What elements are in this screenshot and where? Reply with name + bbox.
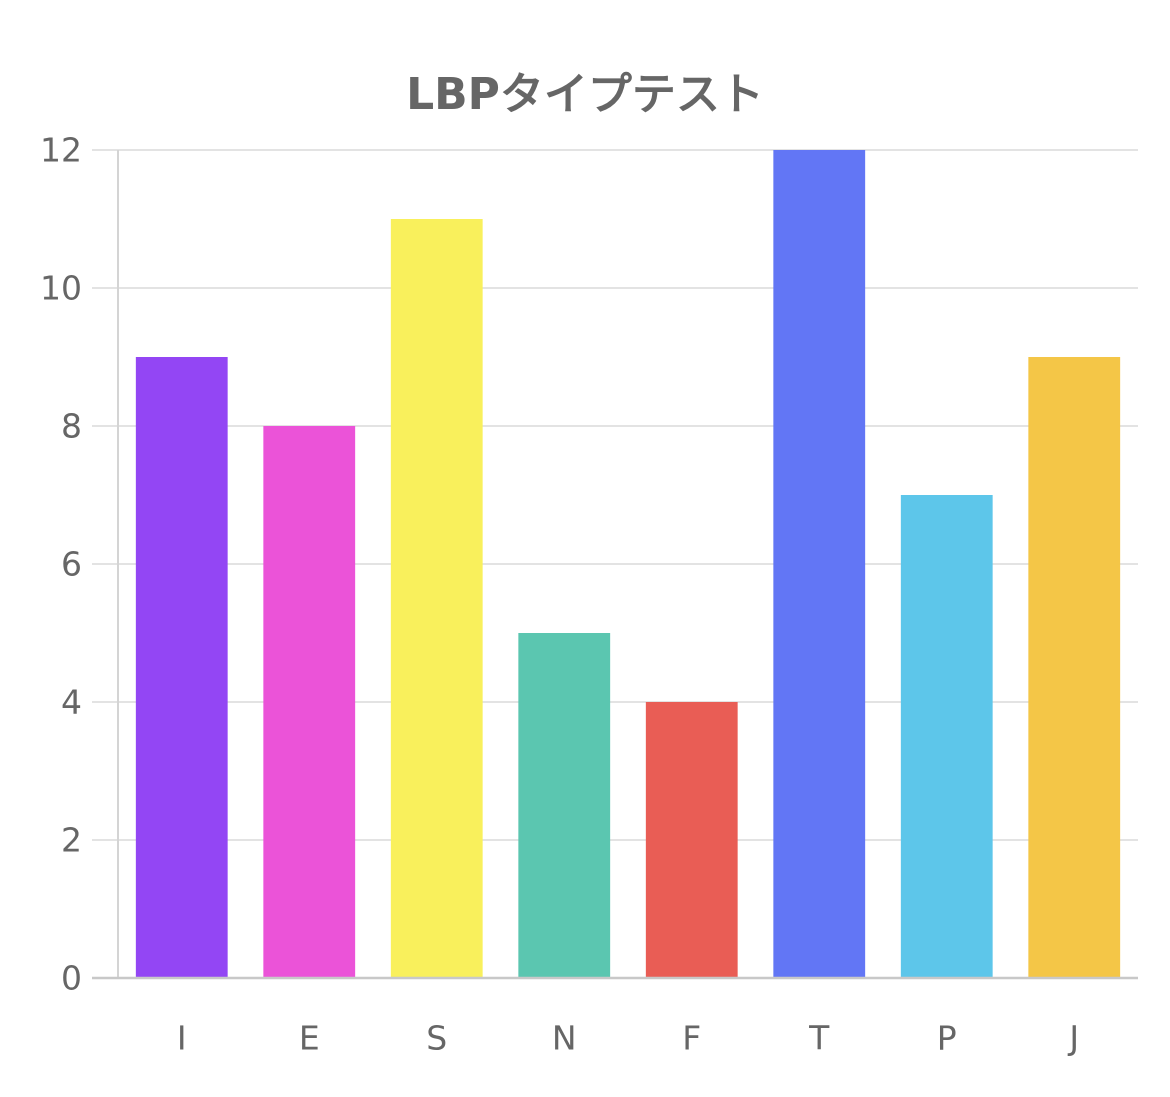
y-tick-labels: 0 2 4 6 8 10 12 [40,131,82,998]
bar-F [645,702,738,978]
y-tick-label: 4 [61,683,82,722]
y-tick-label: 2 [61,821,82,860]
bar-P [900,495,993,978]
x-tick-label: E [299,1019,320,1058]
chart-title: LBPタイプテスト [406,69,764,120]
y-tick-label: 6 [61,545,82,584]
x-tick-label: I [177,1019,187,1058]
x-tick-label: F [682,1019,701,1058]
y-tick-label: 12 [40,131,82,170]
x-tick-label: S [426,1019,447,1058]
bar-J [1028,357,1121,978]
x-tick-label: P [937,1019,957,1058]
y-tick-label: 8 [61,407,82,446]
axes [92,150,1138,980]
bars [135,150,1121,978]
bar-I [135,357,228,978]
bar-N [518,633,611,978]
bar-S [390,219,483,978]
x-tick-label: N [552,1019,577,1058]
y-tick-label: 10 [40,269,82,308]
bar-E [263,426,356,978]
y-tick-label: 0 [61,959,82,998]
bar-T [773,150,866,978]
x-tick-label: T [808,1019,830,1058]
x-tick-label: J [1067,1019,1079,1058]
